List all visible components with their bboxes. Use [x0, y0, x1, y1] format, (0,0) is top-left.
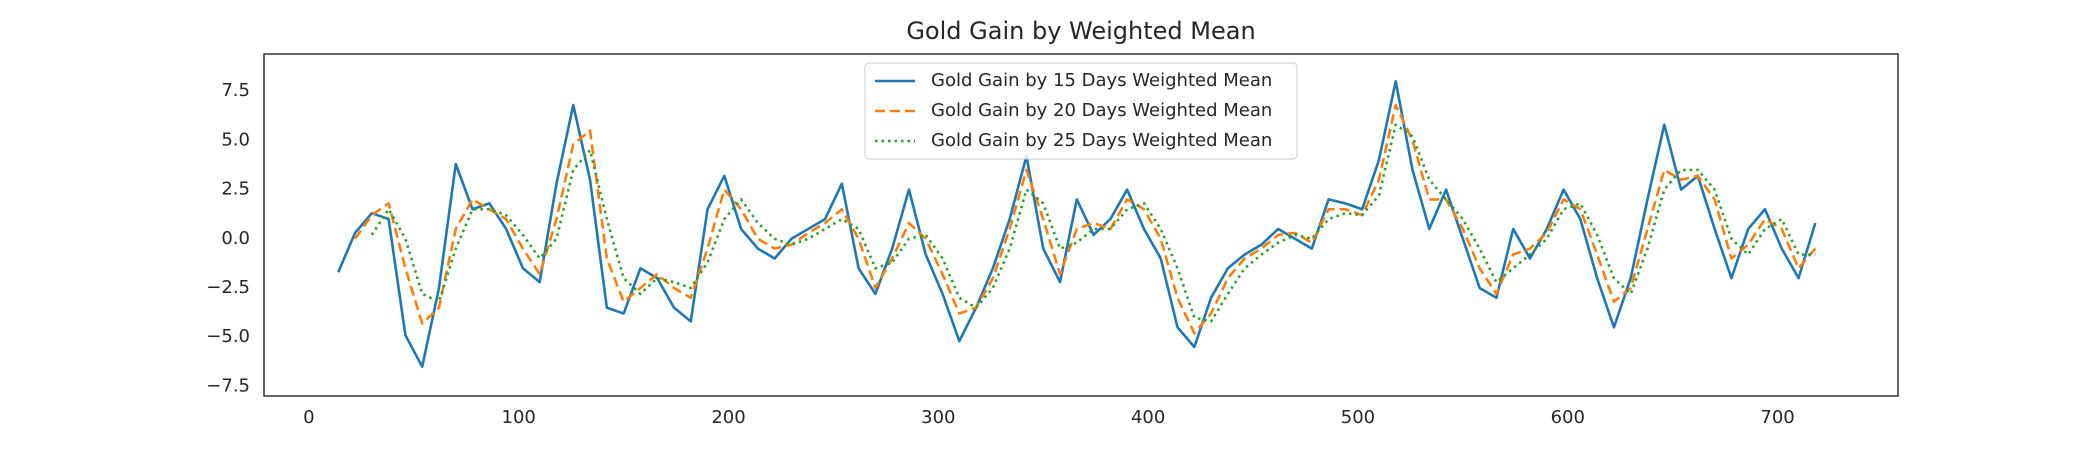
- y-tick-label: −7.5: [206, 375, 250, 396]
- plot-frame: [263, 53, 1899, 397]
- x-tick-label: 300: [921, 407, 955, 428]
- legend-label: Gold Gain by 20 Days Weighted Mean: [931, 100, 1272, 121]
- y-tick-label: −2.5: [206, 277, 250, 298]
- legend-label: Gold Gain by 25 Days Weighted Mean: [931, 130, 1272, 151]
- chart-title: Gold Gain by Weighted Mean: [906, 17, 1255, 45]
- x-tick-label: 700: [1760, 407, 1794, 428]
- x-tick-label: 100: [502, 407, 536, 428]
- legend-label: Gold Gain by 15 Days Weighted Mean: [931, 70, 1272, 91]
- y-tick-label: 0.0: [221, 228, 250, 249]
- legend: Gold Gain by 15 Days Weighted Mean Gold G…: [864, 62, 1298, 160]
- y-tick-label: 2.5: [221, 179, 250, 200]
- x-tick-label: 500: [1341, 407, 1375, 428]
- y-tick-label: 5.0: [221, 129, 250, 150]
- x-tick-label: 400: [1131, 407, 1165, 428]
- legend-box: [864, 62, 1298, 160]
- x-tick-label: 200: [711, 407, 745, 428]
- y-tick-label: 7.5: [221, 80, 250, 101]
- series-line: [354, 103, 1817, 335]
- x-tick-label: 0: [303, 407, 314, 428]
- x-tick-label: 600: [1551, 407, 1585, 428]
- y-tick-label: −5.0: [206, 326, 250, 347]
